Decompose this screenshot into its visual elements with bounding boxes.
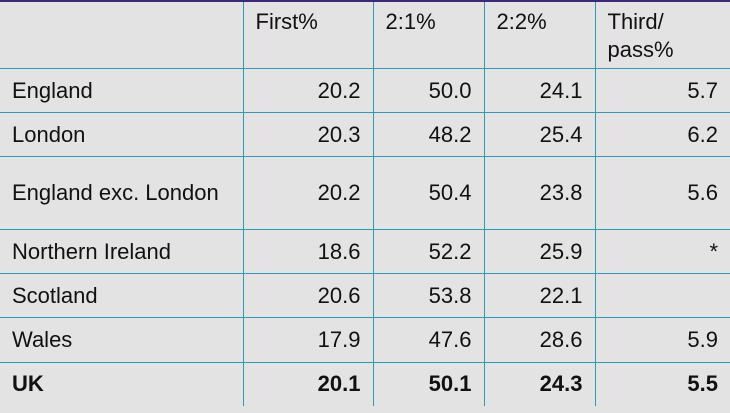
third-pass-cell: * [595,229,730,274]
header-lower-second: 2:2% [484,2,596,69]
upper-second-cell: 50.1 [373,362,485,406]
lower-second-cell: 28.6 [484,317,596,363]
table-row: England exc. London 20.2 50.4 23.8 5.6 [0,156,730,230]
third-pass-cell: 5.7 [595,68,730,113]
first-cell: 20.2 [243,156,374,230]
upper-second-cell: 53.8 [373,273,485,318]
first-cell: 20.6 [243,273,374,318]
upper-second-cell: 47.6 [373,317,485,363]
table-row: London 20.3 48.2 25.4 6.2 [0,112,730,157]
table-row: Wales 17.9 47.6 28.6 5.9 [0,317,730,363]
first-cell: 20.3 [243,112,374,157]
third-pass-cell [595,273,730,318]
header-upper-second: 2:1% [373,2,485,69]
lower-second-cell: 22.1 [484,273,596,318]
region-cell: Scotland [0,273,244,318]
upper-second-cell: 52.2 [373,229,485,274]
region-cell: Wales [0,317,244,363]
table-row: England 20.2 50.0 24.1 5.7 [0,68,730,113]
first-cell: 17.9 [243,317,374,363]
third-pass-cell: 5.6 [595,156,730,230]
lower-second-cell: 24.3 [484,362,596,406]
third-pass-cell: 6.2 [595,112,730,157]
first-cell: 20.1 [243,362,374,406]
third-pass-cell: 5.9 [595,317,730,363]
header-third-pass: Third/ pass% [595,2,730,69]
header-first: First% [243,2,374,69]
region-cell: Northern Ireland [0,229,244,274]
table-row: Scotland 20.6 53.8 22.1 [0,273,730,318]
table-row-total: UK 20.1 50.1 24.3 5.5 [0,362,730,406]
upper-second-cell: 50.0 [373,68,485,113]
lower-second-cell: 24.1 [484,68,596,113]
header-row: First% 2:1% 2:2% Third/ pass% [0,2,730,69]
top-rule [0,0,730,2]
lower-second-cell: 25.9 [484,229,596,274]
region-cell: London [0,112,244,157]
region-cell: England exc. London [0,156,244,230]
region-cell: UK [0,362,244,406]
header-region [0,2,244,69]
lower-second-cell: 25.4 [484,112,596,157]
first-cell: 18.6 [243,229,374,274]
upper-second-cell: 50.4 [373,156,485,230]
third-pass-cell: 5.5 [687,371,718,397]
table-row: Northern Ireland 18.6 52.2 25.9 * [0,229,730,274]
upper-second-cell: 48.2 [373,112,485,157]
region-cell: England [0,68,244,113]
degree-classification-table: First% 2:1% 2:2% Third/ pass% England 20… [0,2,730,406]
lower-second-cell: 23.8 [484,156,596,230]
first-cell: 20.2 [243,68,374,113]
